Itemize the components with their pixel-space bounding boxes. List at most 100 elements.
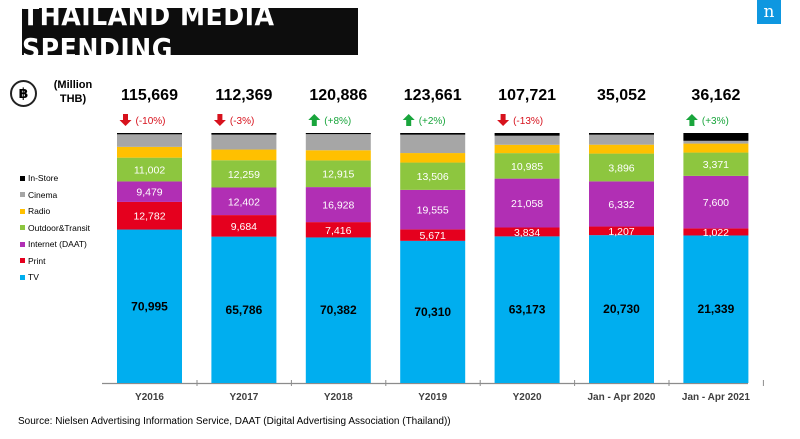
data-label: 3,371 xyxy=(703,159,729,171)
arrow-down-icon xyxy=(213,114,226,126)
x-tick-label: Jan - Apr 2020 xyxy=(588,392,656,403)
change-label: (+2%) xyxy=(419,116,446,127)
total-label: 35,052 xyxy=(597,87,646,104)
bar-segment xyxy=(117,146,182,158)
data-label: 12,259 xyxy=(228,169,260,181)
data-label: 7,600 xyxy=(703,197,729,209)
data-label: 70,382 xyxy=(320,303,357,317)
x-tick-label: Y2017 xyxy=(229,392,258,403)
bar-segment xyxy=(683,140,749,144)
data-label: 12,782 xyxy=(133,211,165,223)
legend-swatch xyxy=(20,208,25,214)
data-label: 7,416 xyxy=(325,225,351,237)
bar-segment xyxy=(117,181,182,202)
data-label: 6,332 xyxy=(608,199,634,211)
source-note: Source: Nielsen Advertising Information … xyxy=(18,416,451,427)
bar-segment xyxy=(211,187,277,216)
legend-item: Radio xyxy=(20,203,90,220)
data-label: 12,915 xyxy=(322,169,354,181)
bar-segment xyxy=(211,149,277,161)
bar-segment xyxy=(305,160,371,188)
legend-swatch xyxy=(20,241,25,247)
change-label: (-10%) xyxy=(136,116,166,127)
bar-segment xyxy=(589,153,654,182)
nielsen-logo-icon: n xyxy=(757,0,781,24)
bar-segment xyxy=(494,135,560,145)
bar-segment xyxy=(400,134,466,154)
legend-item: Print xyxy=(20,253,90,270)
legend-label: In-Store xyxy=(28,173,59,184)
x-tick-label: Y2016 xyxy=(135,392,164,403)
legend-label: Internet (DAAT) xyxy=(28,239,87,250)
bar-segment xyxy=(589,144,654,154)
data-label: 16,928 xyxy=(322,200,354,212)
bar-segment xyxy=(400,153,466,163)
bar-segment xyxy=(494,178,560,228)
bar-segment xyxy=(305,134,371,151)
x-tick-label: Y2019 xyxy=(418,392,447,403)
data-label: 5,671 xyxy=(420,230,446,242)
data-label: 19,555 xyxy=(417,205,449,217)
arrow-up-icon xyxy=(308,114,321,126)
bar-segment xyxy=(494,236,560,383)
data-label: 65,786 xyxy=(226,303,263,317)
legend-item: Internet (DAAT) xyxy=(20,236,90,253)
legend-label: TV xyxy=(28,272,39,283)
data-label: 3,896 xyxy=(608,162,634,174)
data-label: 70,995 xyxy=(131,299,168,313)
bar-segment xyxy=(494,153,560,179)
bar-segment xyxy=(400,133,466,135)
legend-item: TV xyxy=(20,269,90,286)
bar-segment xyxy=(683,228,749,236)
unit-label: (Million THB) xyxy=(53,79,93,105)
baht-icon: ฿ xyxy=(10,80,37,107)
data-label: 3,834 xyxy=(514,227,540,239)
legend-item: Cinema xyxy=(20,187,90,204)
bar-segment xyxy=(117,133,182,135)
bar-segment xyxy=(117,157,182,182)
change-label: (+8%) xyxy=(324,116,351,127)
bar-segment xyxy=(211,133,277,135)
total-label: 123,661 xyxy=(404,87,462,104)
arrow-up-icon xyxy=(402,114,415,126)
bar-segment xyxy=(589,235,654,383)
bar-segment xyxy=(117,229,182,383)
legend-item: In-Store xyxy=(20,170,90,187)
legend-label: Cinema xyxy=(28,189,58,200)
change-label: (+3%) xyxy=(702,116,729,127)
change-label: (-3%) xyxy=(230,116,254,127)
data-label: 12,402 xyxy=(228,196,260,208)
bar-segment xyxy=(305,133,371,135)
legend-swatch xyxy=(20,274,25,280)
total-label: 120,886 xyxy=(309,87,367,104)
bar-segment xyxy=(400,162,466,190)
bar-segment xyxy=(683,235,749,383)
bar-segment xyxy=(305,237,371,383)
data-label: 21,339 xyxy=(698,302,735,316)
data-label: 63,173 xyxy=(509,303,546,317)
bar-segment xyxy=(683,175,749,229)
legend-label: Radio xyxy=(28,206,51,217)
bar-segment xyxy=(400,189,466,230)
data-label: 21,058 xyxy=(511,198,543,210)
legend-swatch xyxy=(20,175,25,181)
bar-segment xyxy=(683,133,749,141)
data-label: 9,479 xyxy=(136,187,162,199)
x-tick-label: Y2020 xyxy=(513,392,542,403)
bar-segment xyxy=(494,133,560,136)
legend-label: Print xyxy=(28,255,46,266)
legend-item: Outdoor&Transit xyxy=(20,220,90,237)
bar-segment xyxy=(400,240,466,383)
legend-swatch xyxy=(20,258,25,264)
bar-segment xyxy=(211,134,277,150)
data-label: 70,310 xyxy=(414,305,451,319)
bar-segment xyxy=(589,181,654,227)
arrow-up-icon xyxy=(685,114,698,126)
bar-segment xyxy=(305,150,371,161)
bar-segment xyxy=(494,227,560,237)
bar-segment xyxy=(683,152,749,176)
bar-segment xyxy=(400,229,466,241)
arrow-down-icon xyxy=(497,114,510,126)
data-label: 1,207 xyxy=(608,226,634,238)
